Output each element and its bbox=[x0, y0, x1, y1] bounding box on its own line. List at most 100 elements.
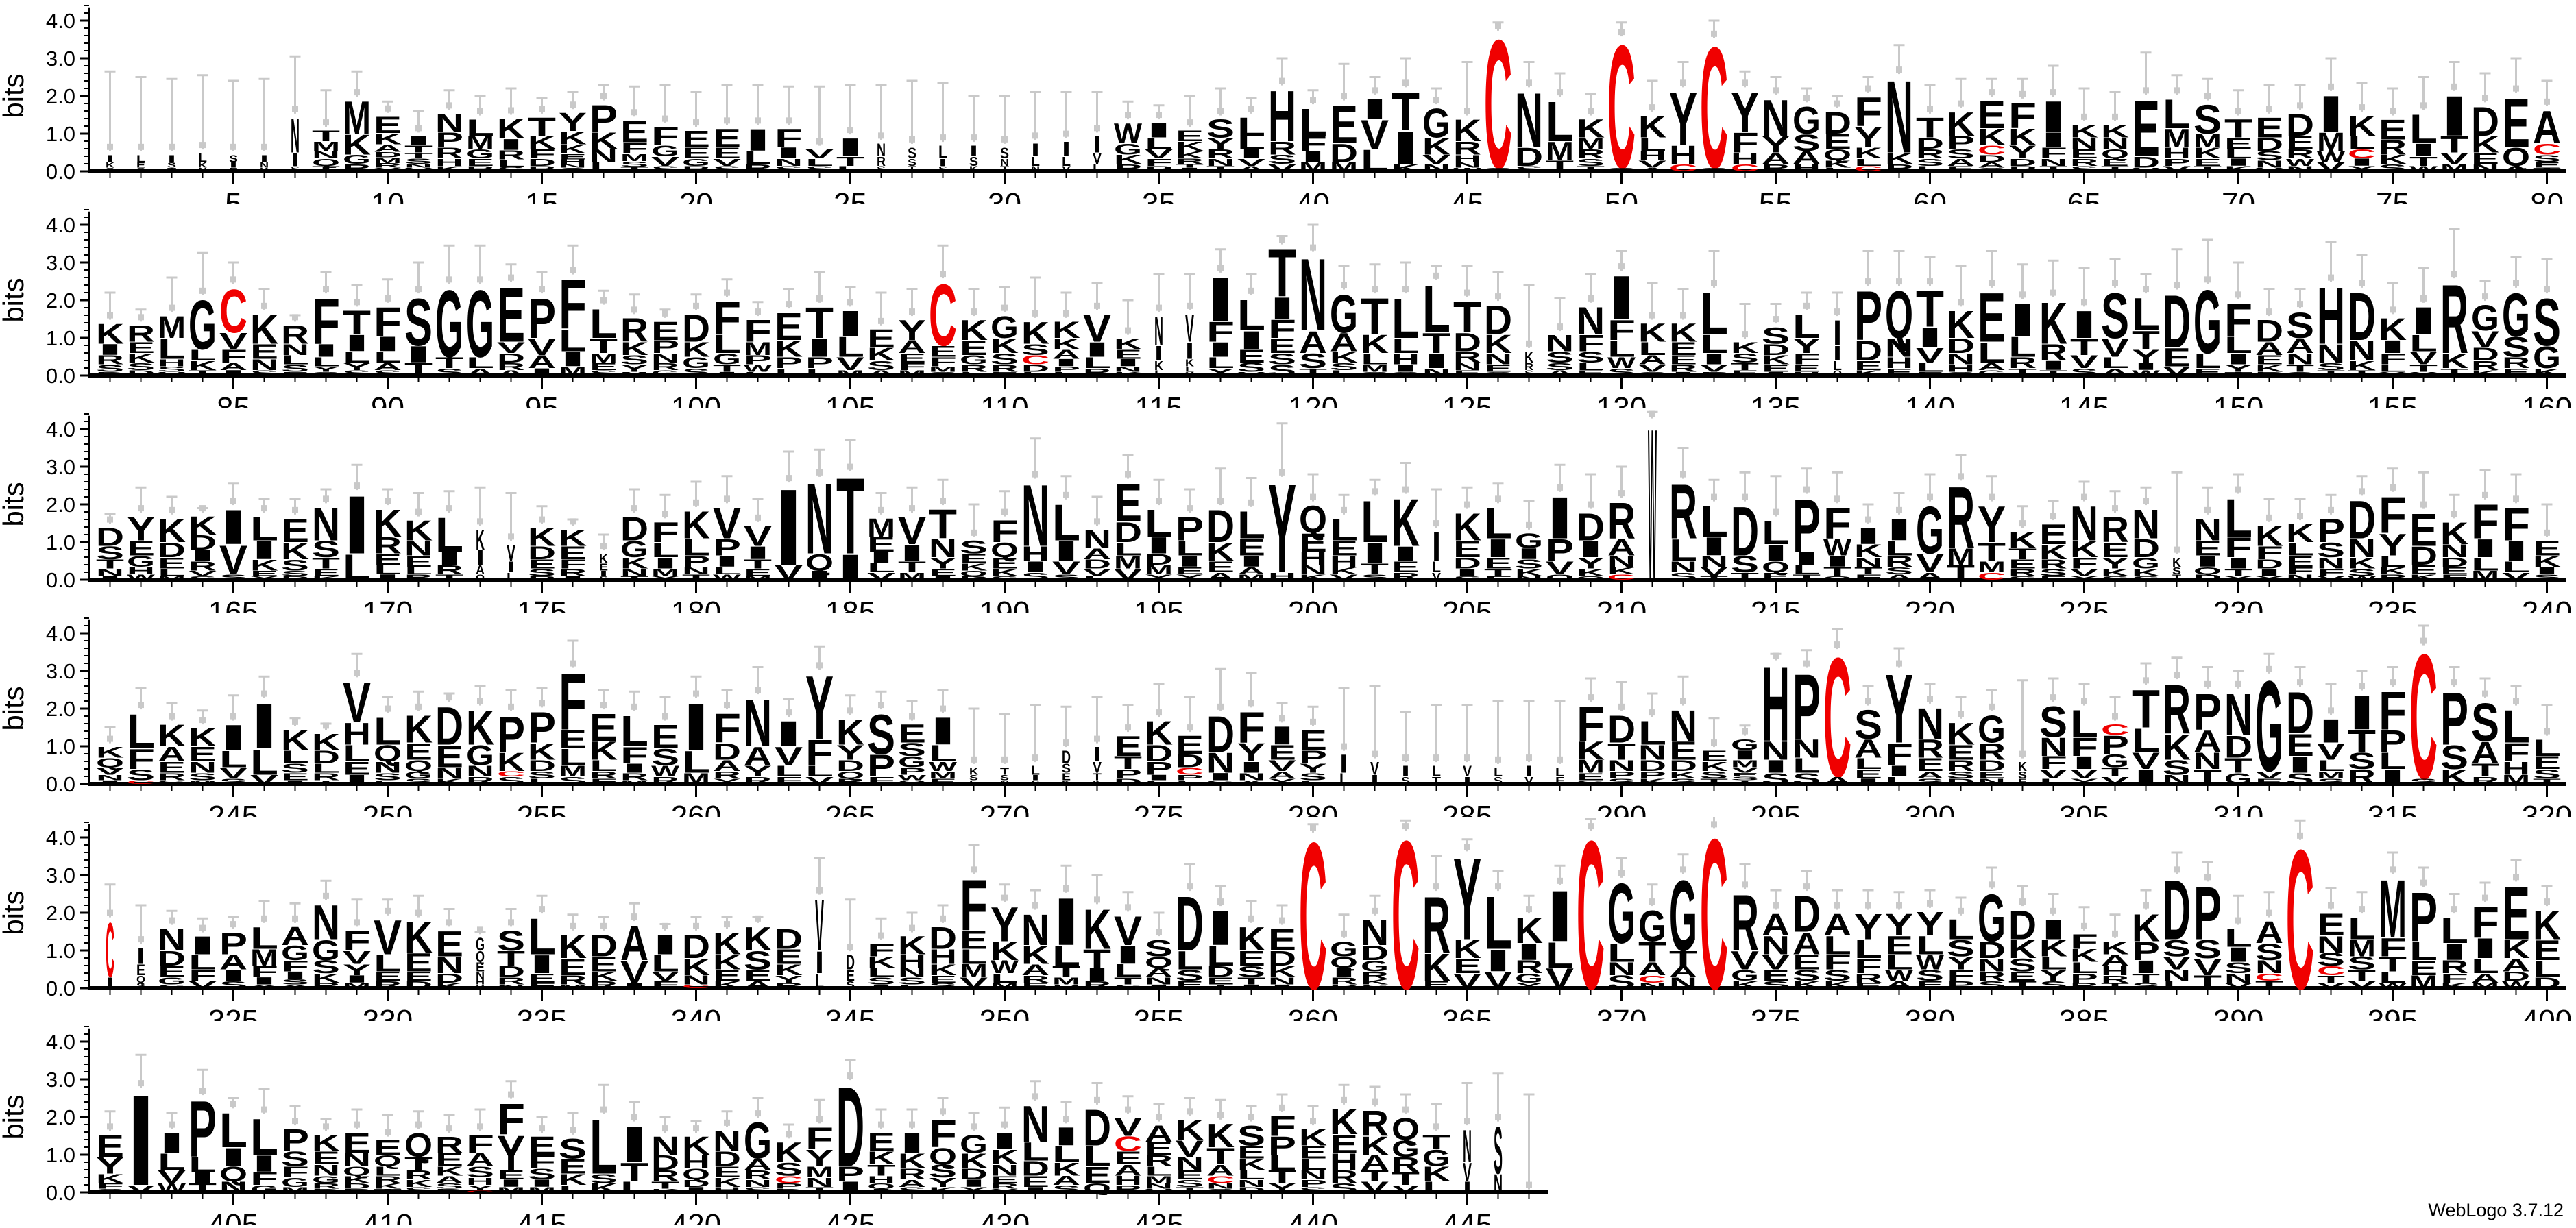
logo-letter-q: Q bbox=[404, 757, 433, 774]
svg-text:I: I bbox=[1145, 532, 1173, 558]
logo-letter-l: L bbox=[1700, 330, 1728, 358]
logo-letter-i: I bbox=[815, 946, 824, 981]
logo-letter-e: E bbox=[497, 1168, 525, 1182]
logo-letter-f: F bbox=[343, 925, 371, 957]
svg-text:N: N bbox=[805, 462, 834, 575]
svg-text:N: N bbox=[250, 356, 278, 373]
logo-letter-v: V bbox=[1638, 158, 1666, 170]
x-tick-label: 330 bbox=[363, 1004, 413, 1021]
svg-text:V: V bbox=[2070, 567, 2098, 578]
svg-text:S: S bbox=[281, 363, 309, 374]
error-bar-mean bbox=[816, 469, 823, 476]
svg-text:A: A bbox=[1607, 535, 1636, 561]
logo-letter-c: C bbox=[497, 770, 525, 778]
svg-text:T: T bbox=[1268, 235, 1296, 310]
logo-letter-p: P bbox=[651, 337, 679, 357]
svg-text:L: L bbox=[2224, 147, 2252, 161]
logo-letter-l: L bbox=[1669, 532, 1697, 567]
logo-letter-f: F bbox=[1793, 351, 1821, 368]
error-bar-mean bbox=[1927, 696, 1933, 702]
logo-letter-e: E bbox=[1854, 981, 1882, 990]
logo-letter-e: E bbox=[2039, 575, 2067, 581]
logo-letter-c: C bbox=[1392, 817, 1420, 1021]
logo-letter-n: N bbox=[404, 537, 433, 560]
svg-text:E: E bbox=[2163, 343, 2191, 372]
logo-letter-v: V bbox=[1916, 344, 1945, 367]
logo-letter-r: R bbox=[1947, 757, 1975, 774]
logo-letter-l: L bbox=[1021, 1138, 1049, 1166]
logo-letter-s: S bbox=[960, 537, 988, 557]
logo-letter-n: N bbox=[805, 1175, 834, 1190]
error-bar-mean bbox=[2081, 113, 2087, 120]
logo-letter-l: L bbox=[559, 744, 587, 770]
logo-letter-e: E bbox=[2317, 907, 2345, 942]
logo-letter-i: I bbox=[929, 710, 957, 753]
logo-letter-l: L bbox=[1885, 950, 1913, 974]
svg-text:L: L bbox=[836, 164, 864, 173]
svg-text:M: M bbox=[836, 369, 864, 378]
logo-letter-y: Y bbox=[991, 1188, 1019, 1194]
logo-letter-n: N bbox=[775, 156, 803, 168]
logo-letter-s: S bbox=[1731, 552, 1759, 578]
logo-letter-t: T bbox=[805, 298, 834, 347]
error-bar-mean bbox=[2328, 902, 2334, 909]
logo-letter-s: S bbox=[2039, 567, 2067, 578]
logo-letter-f: F bbox=[867, 774, 895, 786]
svg-text:H: H bbox=[1392, 351, 1420, 368]
error-bar-mean bbox=[1433, 883, 1439, 890]
error-bar-mean bbox=[261, 915, 267, 922]
svg-text:P: P bbox=[528, 288, 556, 351]
svg-text:L: L bbox=[1361, 489, 1389, 555]
error-bar-mean bbox=[2482, 491, 2488, 498]
svg-text:I: I bbox=[2440, 85, 2468, 148]
error-bar-mean bbox=[477, 108, 483, 114]
error-bar-mean bbox=[415, 508, 422, 515]
logo-letter-k: K bbox=[2440, 765, 2468, 789]
logo-letter-d: D bbox=[960, 575, 988, 581]
logo-letter-l: L bbox=[158, 1149, 186, 1175]
svg-text:K: K bbox=[1453, 506, 1481, 549]
svg-text:K: K bbox=[1669, 319, 1697, 347]
error-bar-mean bbox=[169, 713, 175, 720]
svg-text:I: I bbox=[938, 156, 947, 168]
logo-letter-l: L bbox=[929, 741, 957, 767]
logo-letter-y: Y bbox=[2379, 371, 2407, 377]
logo-letter-c: C bbox=[219, 278, 247, 347]
logo-letter-y: Y bbox=[1854, 121, 1882, 154]
svg-text:I: I bbox=[189, 548, 217, 565]
logo-letter-q: Q bbox=[898, 779, 926, 785]
error-bar-mean bbox=[600, 297, 607, 304]
logo-letter-k: K bbox=[960, 1149, 988, 1172]
logo-letter-s: S bbox=[435, 1181, 463, 1190]
logo-letter-c: C bbox=[1607, 10, 1636, 204]
svg-text:N: N bbox=[2101, 135, 2129, 152]
logo-letter-k: K bbox=[1062, 779, 1071, 785]
logo-letter-n: N bbox=[1978, 777, 2006, 786]
logo-letter-p: P bbox=[2101, 730, 2129, 759]
error-bar-mean bbox=[1032, 132, 1038, 139]
logo-letter-e: E bbox=[559, 725, 587, 754]
logo-letter-e: E bbox=[1762, 570, 1790, 582]
logo-letter-g: G bbox=[1422, 101, 1450, 147]
svg-text:E: E bbox=[404, 553, 433, 570]
logo-letter-t: T bbox=[2101, 981, 2129, 990]
error-bar-mean bbox=[2143, 87, 2149, 94]
logo-letter-k: K bbox=[312, 971, 341, 985]
svg-text:V: V bbox=[1052, 558, 1081, 578]
x-tick-label: 230 bbox=[2213, 595, 2263, 613]
logo-letter-s: S bbox=[2317, 360, 2345, 372]
svg-text:M: M bbox=[2440, 162, 2468, 173]
x-tick-label: 305 bbox=[2059, 800, 2109, 817]
svg-text:N: N bbox=[1422, 366, 1450, 378]
svg-text:S: S bbox=[281, 569, 309, 578]
logo-letter-a: A bbox=[1823, 774, 1851, 786]
svg-text:A: A bbox=[1916, 570, 1944, 582]
logo-letter-r: R bbox=[343, 162, 371, 173]
svg-text:I: I bbox=[1607, 264, 1636, 333]
svg-text:F: F bbox=[1731, 127, 1759, 159]
logo-letter-t: T bbox=[1114, 975, 1142, 987]
x-tick-label: 290 bbox=[1596, 800, 1647, 817]
logo-letter-d: D bbox=[312, 748, 340, 768]
logo-letter-e: E bbox=[867, 1128, 895, 1157]
error-bar-mean bbox=[2451, 679, 2457, 686]
